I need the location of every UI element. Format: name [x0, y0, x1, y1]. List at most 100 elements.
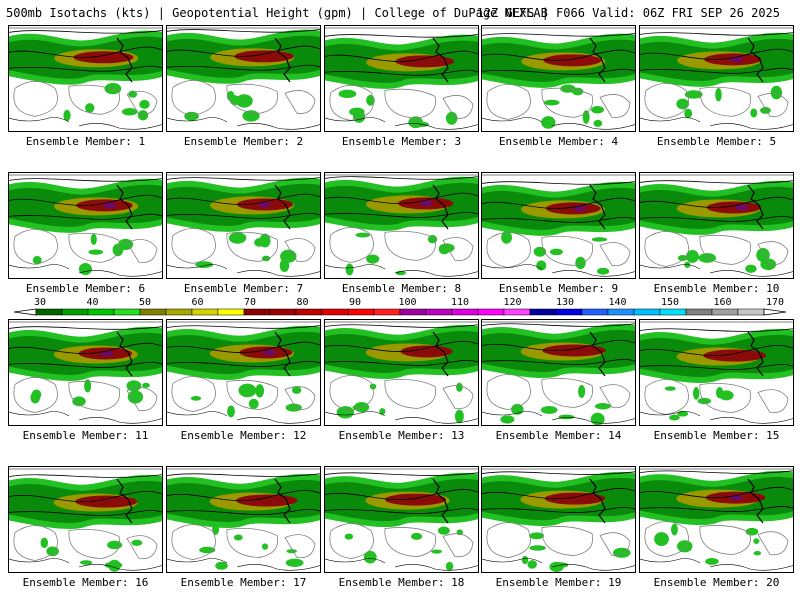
height-contour-low: [486, 374, 531, 410]
isotach-cell: [511, 403, 524, 415]
height-contour-high: [699, 382, 751, 413]
height-contour-high: [699, 86, 751, 117]
isotach-cell: [753, 551, 762, 556]
isotach-cell: [590, 412, 605, 425]
coastline: [709, 270, 793, 277]
height-contour: [442, 237, 474, 262]
coastline: [640, 117, 701, 123]
isotach-cell: [760, 258, 777, 271]
height-contour-low: [329, 84, 374, 121]
height-contour: [9, 30, 162, 34]
isotach-cell: [233, 534, 243, 541]
height-contour: [325, 192, 478, 204]
coastline: [640, 411, 701, 417]
colorbar-tick-label: 100: [398, 297, 417, 308]
isotach-cell: [137, 110, 149, 121]
height-contour-high: [68, 232, 120, 263]
ensemble-member-map: [8, 172, 163, 279]
isotach-cell: [121, 107, 138, 116]
isotach-cell: [142, 382, 150, 388]
height-contour-low: [13, 377, 58, 413]
height-contour-low: [329, 227, 374, 263]
height-contour-low: [171, 227, 216, 264]
isotach-field: [9, 174, 162, 277]
isotach-cell: [227, 405, 235, 418]
coastline: [432, 37, 449, 83]
coastline: [589, 184, 606, 230]
isotach-cell: [664, 386, 676, 391]
isotach-field: [167, 321, 320, 424]
coastline: [9, 117, 70, 123]
isotach-cell: [40, 537, 49, 549]
jet-max-100kt: [735, 204, 748, 211]
colorbar-swatch: [373, 308, 401, 316]
isotach-cell: [190, 395, 202, 401]
height-contour: [325, 50, 478, 62]
height-contour: [9, 213, 162, 220]
height-contour: [126, 535, 158, 560]
isotach-cell: [549, 561, 564, 572]
model-valid-time: 12Z GEFS | F066 Valid: 06Z FRI SEP 26 20…: [476, 6, 780, 20]
coastline: [747, 331, 764, 377]
height-contour: [482, 33, 635, 37]
isotach-cell: [770, 85, 783, 100]
height-contour: [167, 508, 320, 515]
height-contour: [325, 176, 478, 180]
isotach-field: [640, 27, 793, 130]
isotach-cell: [456, 382, 463, 392]
isotach-cell: [195, 261, 214, 269]
isotach-cell: [349, 107, 365, 117]
colorbar-swatch: [737, 308, 765, 316]
colorbar-tick-label: 150: [660, 297, 680, 308]
coastline: [9, 264, 70, 270]
isotach-cell: [719, 390, 734, 401]
isotach-cell: [671, 523, 678, 536]
height-contour: [325, 472, 478, 476]
coastline: [482, 411, 543, 417]
colorbar-tick-label: 60: [191, 297, 204, 308]
colorbar-swatch: [659, 308, 687, 316]
isotach-cell: [369, 383, 377, 390]
colorbar-swatch: [191, 308, 219, 316]
colorbar-swatch: [165, 308, 193, 316]
isotach-cell: [131, 539, 143, 546]
height-contour: [167, 489, 320, 501]
height-contour: [9, 474, 162, 478]
height-contour: [640, 328, 793, 332]
jet-max-100kt: [420, 200, 433, 207]
coastline: [551, 564, 635, 571]
ensemble-member-label: Ensemble Member: 3: [341, 135, 462, 148]
ensemble-member-label: Ensemble Member: 11: [22, 429, 149, 442]
height-contour-low: [486, 232, 531, 268]
height-contour: [9, 342, 162, 354]
isotach-cell: [336, 406, 355, 419]
coastline: [9, 558, 70, 564]
height-contour: [599, 532, 631, 557]
height-contour: [9, 194, 162, 206]
coastline: [551, 123, 635, 130]
colorbar-swatch: [425, 308, 453, 316]
height-contour: [167, 325, 320, 329]
colorbar-tick-label: 160: [713, 297, 732, 308]
isotach-field: [325, 174, 478, 277]
colorbar-tick-label: 130: [555, 297, 575, 308]
coastline: [394, 270, 478, 277]
header: 500mb Isotachs (kts) | Geopotential Heig…: [0, 0, 800, 24]
isotach-field: [482, 468, 635, 572]
colorbar-max-arrow: [763, 308, 787, 316]
isotach-cell: [591, 237, 608, 242]
isotach-cell: [501, 231, 513, 244]
ensemble-member-map: [166, 25, 321, 132]
ensemble-member-label: Ensemble Member: 10: [653, 282, 780, 295]
coastline: [78, 123, 162, 130]
height-contour: [482, 507, 635, 513]
height-contour: [482, 323, 635, 327]
height-contour: [167, 212, 320, 219]
jet-max-80kt: [75, 495, 138, 508]
colorbar-swatch: [243, 308, 271, 316]
ensemble-member-label: Ensemble Member: 18: [338, 576, 465, 589]
colorbar-tick-label: 50: [138, 297, 152, 308]
isotach-cell: [521, 555, 529, 565]
isotach-cell: [338, 89, 357, 99]
isotach-cell: [235, 94, 253, 108]
